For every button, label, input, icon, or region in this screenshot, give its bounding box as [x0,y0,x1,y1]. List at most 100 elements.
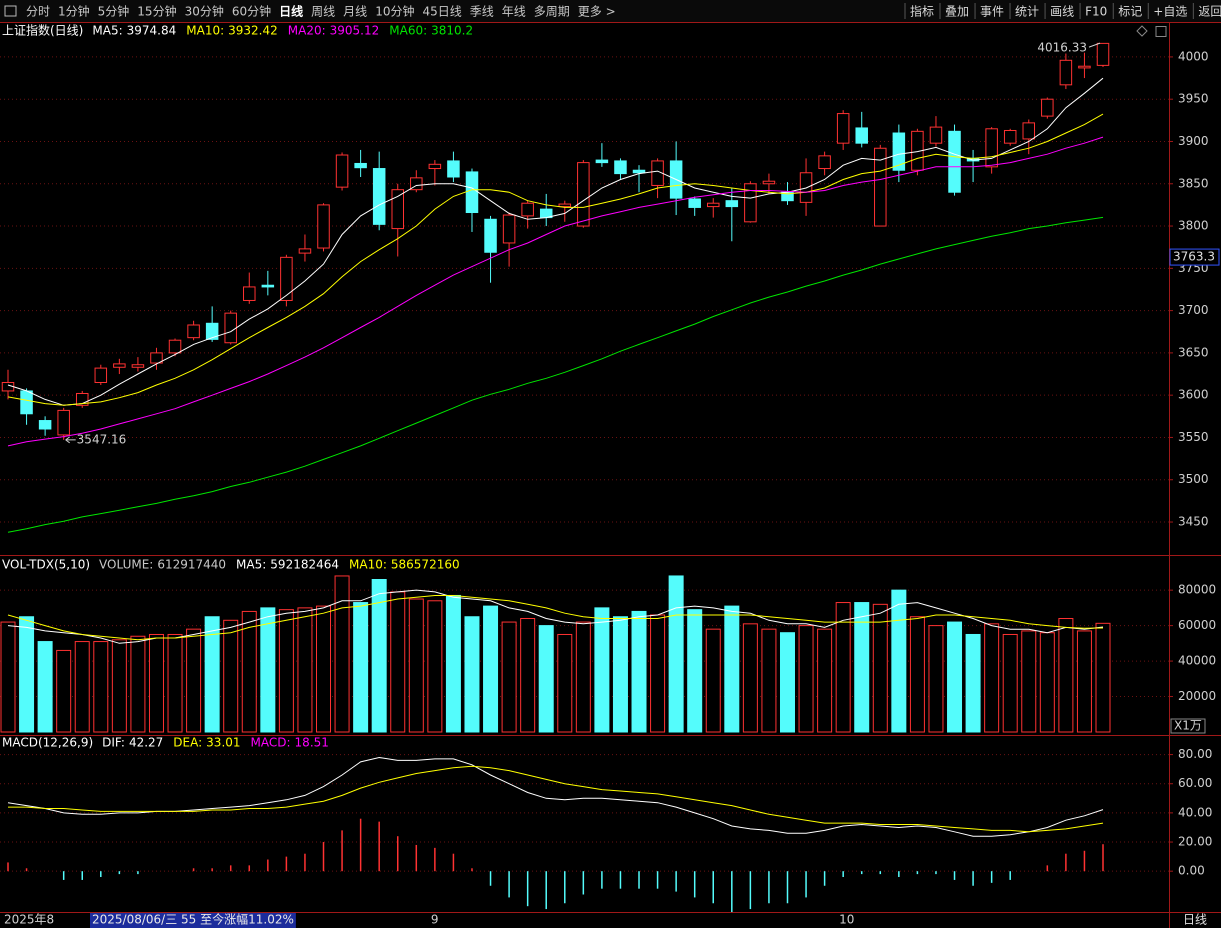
volume-bar [408,598,424,733]
period-tab[interactable]: 周线 [311,5,335,19]
y-tick-label: 3800 [1178,219,1209,233]
volume-bar [316,605,332,733]
toolbar-button[interactable]: 事件 [980,5,1004,19]
volume-bar [891,589,907,733]
candle-body [614,160,627,175]
high-annotation: 4016.33 [1037,41,1087,55]
toolbar-button[interactable]: 叠加 [945,5,969,19]
volume-bar [130,635,146,733]
period-tab[interactable]: 60分钟 [232,4,271,19]
candle-body [465,171,479,214]
volume-bar [111,639,127,733]
legend-value: 592182464 [270,558,339,572]
period-tab[interactable]: 5分钟 [98,4,130,19]
toolbar-button[interactable]: 标记 [1118,5,1142,19]
volume-bar [965,633,981,733]
toolbar-button[interactable]: +自选 [1153,5,1187,19]
volume-bar [334,575,350,733]
period-tab[interactable]: 15分钟 [137,4,176,19]
candle-body [1022,122,1036,140]
candle-body [75,392,89,406]
x-tick-label: 2025年8 [4,913,54,927]
candle-body [725,200,739,208]
toolbar-button[interactable]: 统计 [1015,5,1039,19]
indicator-line [7,756,1104,837]
volume-bar [204,616,220,733]
volume-bar [631,610,647,733]
candle-body [354,162,367,169]
volume-bar [594,607,610,733]
volume-bar [464,616,480,733]
legend-label: MACD: [251,736,291,750]
volume-bar [186,628,202,733]
candle-body [205,322,219,340]
candle-body [20,390,33,415]
candle-body [1003,129,1017,144]
volume-bar [241,610,257,733]
indicator-line [7,77,1104,406]
period-tab[interactable]: 分时 [26,5,50,19]
candle-body [484,218,497,253]
candle-body [38,420,52,430]
period-tab[interactable]: 1分钟 [58,4,90,19]
candle-body [410,177,423,191]
candle-body [94,367,108,383]
volume-bar [1095,622,1111,733]
volume-bar [854,602,870,733]
y-tick-label: 4000 [1178,49,1209,63]
volume-bar [148,633,164,733]
candle-body [391,189,404,230]
menu-icon[interactable] [4,5,17,17]
price-marker-label: 3763.3 [1173,250,1215,264]
volume-bar [1002,633,1018,733]
toolbar-button[interactable]: 返回 [1198,5,1221,19]
toolbar-button[interactable]: 画线 [1050,5,1074,19]
volume-bar [817,628,833,733]
toolbar-button[interactable]: 指标 [910,4,934,19]
low-annotation: 3547.16 [77,432,127,446]
icon-diamond[interactable] [1136,25,1148,37]
legend-label: MA10: [349,558,387,572]
y-tick-label: 3550 [1178,430,1209,444]
period-tab[interactable]: 更多 > [578,5,616,19]
volume-bar [56,649,72,733]
candle-body [280,256,293,301]
candle-body [428,163,442,170]
x-tick-label: 9 [431,913,439,927]
volume-bar [650,614,666,733]
period-tab[interactable]: 45日线 [422,5,461,19]
y-tick-label: 3650 [1178,345,1209,359]
legend-label: MA10: [186,24,224,38]
period-tab[interactable]: 年线 [502,5,526,19]
volume-bar [984,623,1000,733]
period-tab[interactable]: 月线 [343,5,367,19]
volume-bar [390,591,406,733]
y-tick-label: 40.00 [1178,805,1212,819]
legend-value: 3974.84 [127,24,177,38]
candle-body [168,339,182,354]
volume-bar [371,579,387,733]
period-tab[interactable]: 30分钟 [185,4,224,19]
volume-bar [278,609,294,733]
volume-bar [668,575,684,733]
toolbar-button[interactable]: F10 [1085,5,1107,19]
candle-body [521,202,534,217]
period-tab[interactable]: 日线 [279,4,303,19]
volume-bar [947,621,963,733]
icon-square[interactable] [1155,26,1167,37]
y-tick-label: 80000 [1178,583,1216,597]
period-tab[interactable]: 10分钟 [375,4,414,19]
y-tick-label: 80.00 [1178,747,1212,761]
candle-body [317,204,330,249]
volume-bar [1039,632,1055,733]
volume-bar [557,633,573,733]
candle-body [818,155,831,170]
period-tab[interactable]: 多周期 [534,5,570,19]
candle-body [1078,65,1091,69]
period-tab[interactable]: 季线 [470,5,494,19]
candle-body [113,363,126,368]
indicator-line [7,113,1104,406]
volume-bar [74,641,90,733]
candle-body [187,324,200,339]
volume-bar [612,616,628,733]
